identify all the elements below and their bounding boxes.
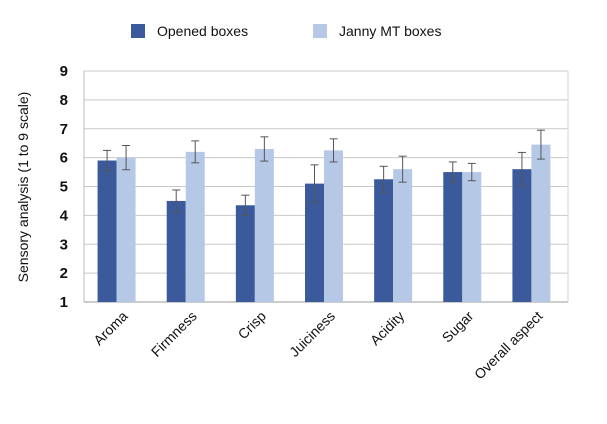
bar-janny-mt-boxes [531, 144, 551, 302]
legend-label: Janny MT boxes [339, 23, 441, 39]
bar-opened-boxes [97, 160, 117, 302]
bar-janny-mt-boxes [462, 172, 482, 302]
legend: Opened boxes Janny MT boxes [131, 23, 441, 39]
error-bars [103, 129, 545, 216]
bar-janny-mt-boxes [116, 157, 136, 302]
y-tick-label: 5 [60, 179, 68, 196]
x-tick-label: Firmness [148, 308, 200, 360]
x-tick-label: Sugar [439, 308, 477, 346]
bar-opened-boxes [235, 205, 255, 302]
y-tick-label: 4 [60, 207, 69, 224]
y-tick-label: 1 [60, 294, 68, 311]
x-tick-label: Acidity [367, 308, 407, 348]
y-tick-label: 8 [60, 92, 68, 109]
bar-opened-boxes [512, 169, 532, 302]
bar-opened-boxes [374, 179, 394, 302]
y-axis-label: Sensory analysis (1 to 9 scale) [15, 92, 31, 283]
x-tick-label: Crisp [235, 308, 270, 343]
x-tick-label: Juiciness [286, 308, 338, 360]
y-axis-ticks: 1 2 3 4 5 6 7 8 9 [60, 63, 69, 311]
x-tick-label: Aroma [90, 308, 131, 349]
bar-opened-boxes [305, 183, 324, 302]
bar-opened-boxes [166, 200, 186, 302]
x-tick-label: Overall aspect [471, 308, 546, 383]
legend-swatch [313, 24, 327, 38]
y-tick-label: 6 [60, 150, 68, 167]
legend-swatch [131, 24, 145, 38]
bars [97, 144, 551, 302]
bar-opened-boxes [443, 172, 463, 302]
x-axis-ticks: Aroma Firmness Crisp Juiciness Acidity SugarO… [90, 308, 545, 383]
legend-label: Opened boxes [157, 23, 248, 39]
y-tick-label: 3 [60, 236, 68, 253]
bar-janny-mt-boxes [393, 169, 413, 302]
y-tick-label: 7 [60, 121, 68, 138]
bar-janny-mt-boxes [324, 150, 343, 302]
y-tick-label: 9 [60, 63, 68, 80]
bar-janny-mt-boxes [185, 151, 205, 302]
y-tick-label: 2 [60, 265, 68, 282]
bar-janny-mt-boxes [254, 148, 274, 302]
